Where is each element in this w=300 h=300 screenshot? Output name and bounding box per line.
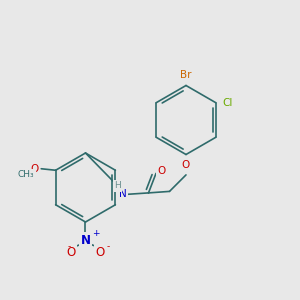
- Text: N: N: [80, 233, 91, 247]
- Text: Cl: Cl: [223, 98, 233, 108]
- Text: CH₃: CH₃: [18, 170, 34, 179]
- Text: N: N: [119, 189, 127, 200]
- Text: -: -: [106, 242, 110, 251]
- Text: Br: Br: [180, 70, 192, 80]
- Text: O: O: [96, 245, 105, 259]
- Text: O: O: [31, 164, 39, 174]
- Text: O: O: [157, 166, 166, 176]
- Text: O: O: [67, 245, 76, 259]
- Text: O: O: [182, 160, 190, 170]
- Text: H: H: [114, 182, 121, 190]
- Text: +: +: [92, 229, 100, 238]
- Text: -: -: [68, 242, 71, 251]
